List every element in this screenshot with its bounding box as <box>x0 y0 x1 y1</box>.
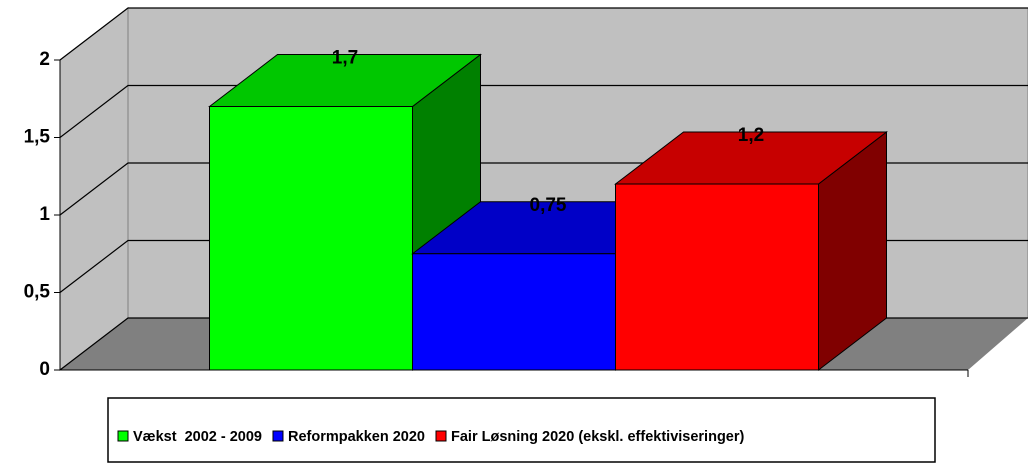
legend-label: Vækst 2002 - 2009 <box>133 429 262 445</box>
legend-swatch <box>435 430 447 442</box>
grid-line <box>59 84 1028 138</box>
legend <box>107 397 936 463</box>
legend-items: Vækst 2002 - 2009 Reformpakken 2020 Fair L… <box>117 429 745 445</box>
grid-line <box>59 7 1028 61</box>
bar <box>209 106 413 371</box>
legend-label: Fair Løsning 2020 (ekskl. effektiviserin… <box>451 429 745 445</box>
value-label: 0,75 <box>530 195 567 216</box>
y-tick-label: 0 <box>39 359 50 380</box>
bar <box>412 253 616 371</box>
bars <box>208 53 888 372</box>
y-tick-label: 2 <box>39 49 50 70</box>
legend-swatch <box>272 430 284 442</box>
y-tick-label: 0,5 <box>24 282 51 303</box>
legend-swatch <box>117 430 129 442</box>
value-label: 1,2 <box>738 125 764 146</box>
legend-label: Reformpakken 2020 <box>288 429 425 445</box>
value-label: 1,7 <box>332 48 358 69</box>
y-tick-label: 1 <box>39 204 50 225</box>
bar <box>615 183 819 371</box>
y-tick-label: 1,5 <box>24 127 51 148</box>
